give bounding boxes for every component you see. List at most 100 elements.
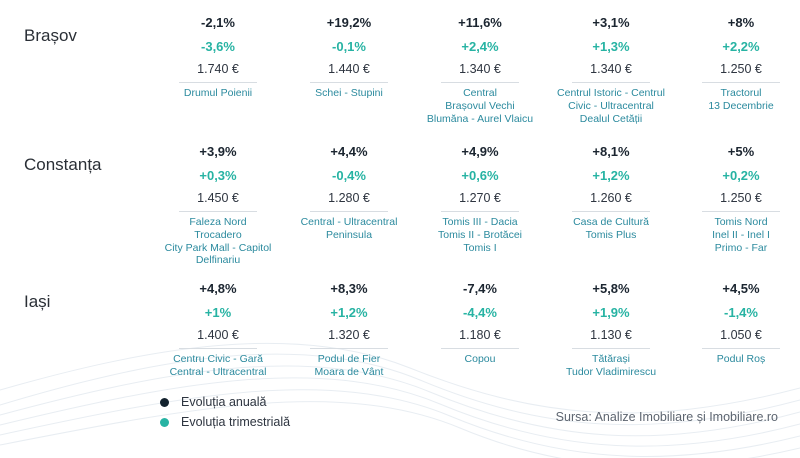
neighborhood-cell: +4,4% -0,4% 1.280 € Central - Ultracentral P… [274,143,424,242]
legend-label-quarterly: Evoluția trimestrială [181,415,291,429]
neighborhood-name: Tudor Vladimirescu [565,365,657,378]
quarterly-change: +1,2% [592,168,630,183]
annual-change: +11,6% [458,15,502,30]
divider [310,348,388,349]
legend-item-annual: Evoluția anuală [160,392,290,412]
neighborhood-name: Tomis I [463,241,497,254]
neighborhood-cell: +3,1% +1,3% 1.340 € Centrul Istoric - Centr… [536,14,686,125]
annual-change: +3,9% [199,144,237,159]
neighborhood-name: 13 Decembrie [708,99,774,112]
annual-change: +5% [727,144,755,159]
price-per-sqm: 1.320 € [328,328,370,342]
neighborhood-name: Centrul Istoric - Centrul [557,87,665,99]
price-per-sqm: 1.250 € [720,62,762,76]
annual-change: +8,3% [330,281,368,296]
legend-dot-annual [160,397,169,407]
price-per-sqm: 1.050 € [720,328,762,342]
annual-change: +19,2% [326,15,372,30]
neighborhood-name: Tomis II - Brotăcei [437,228,523,241]
price-per-sqm: 1.340 € [590,62,632,76]
price-per-sqm: 1.440 € [328,62,370,76]
quarterly-change: +0,3% [199,168,237,183]
neighborhood-name: Drumul Poienii [183,87,253,99]
quarterly-change: +1,9% [592,305,630,320]
price-per-sqm: 1.260 € [590,191,632,205]
divider [179,211,257,212]
price-per-sqm: 1.130 € [590,328,632,342]
neighborhood-name: Schei - Stupini [315,87,383,99]
neighborhood-name: Tomis Plus [585,228,637,241]
quarterly-change: +1,2% [330,305,368,320]
neighborhood-cell: +4,5% -1,4% 1.050 € Podul Roș [666,280,800,366]
annual-change: +4,5% [722,281,760,296]
price-per-sqm: 1.280 € [328,191,370,205]
neighborhood-name: Moara de Vânt [314,365,384,378]
divider [179,348,257,349]
neighborhood-name: Central - Ultracentral [300,216,398,228]
neighborhood-cell: +4,8% +1% 1.400 € Centru Civic - Gară Centra… [143,280,293,379]
divider [441,211,519,212]
quarterly-change: -4,4% [463,305,497,320]
quarterly-change: +0,2% [722,168,760,183]
neighborhood-name: Trocadero [194,228,242,241]
legend-item-quarterly: Evoluția trimestrială [160,412,290,432]
divider [310,211,388,212]
divider [441,348,519,349]
annual-change: -2,1% [201,15,235,30]
neighborhood-cell: +5,8% +1,9% 1.130 € Tătărași Tudor Vladimire… [536,280,686,379]
divider [572,211,650,212]
neighborhood-name: Podul de Fier [317,353,381,365]
neighborhood-name: Brașovul Vechi [445,99,515,112]
neighborhood-cell: -7,4% -4,4% 1.180 € Copou [405,280,555,366]
neighborhood-name: Blumăna - Aurel Vlaicu [426,112,534,125]
neighborhood-name: Tătărași [592,353,630,365]
neighborhood-cell: +8% +2,2% 1.250 € Tractorul 13 Decembrie [666,14,800,113]
annual-change: +4,4% [330,144,368,159]
neighborhood-name: Tomis Nord [714,216,768,228]
neighborhood-name: Primo - Far [714,241,768,254]
neighborhood-cell: +19,2% -0,1% 1.440 € Schei - Stupini [274,14,424,100]
quarterly-change: +2,4% [461,39,499,54]
quarterly-change: -3,6% [201,39,235,54]
price-per-sqm: 1.180 € [459,328,501,342]
neighborhood-name: Dealul Cetății [579,112,643,125]
neighborhood-cell: +5% +0,2% 1.250 € Tomis Nord Inel II - Inel … [666,143,800,254]
price-per-sqm: 1.740 € [197,62,239,76]
neighborhood-name: Civic - Ultracentral [568,99,654,112]
divider [310,82,388,83]
quarterly-change: -0,4% [332,168,366,183]
annual-change: -7,4% [463,281,497,296]
price-per-sqm: 1.250 € [720,191,762,205]
neighborhood-name: Casa de Cultură [573,216,649,228]
annual-change: +8% [727,15,755,30]
quarterly-change: +0,6% [461,168,499,183]
neighborhood-name: Delfinariu [195,254,241,267]
divider [572,348,650,349]
neighborhood-name: Tractorul [720,87,762,99]
neighborhood-cell: -2,1% -3,6% 1.740 € Drumul Poienii [143,14,293,100]
city-name: Constanța [24,155,102,174]
city-name: Brașov [24,26,77,45]
neighborhood-name: Tomis III - Dacia [442,216,518,228]
source-note: Sursa: Analize Imobiliare și Imobiliare.… [555,410,778,424]
neighborhood-cell: +4,9% +0,6% 1.270 € Tomis III - Dacia Tomis … [405,143,555,254]
divider [572,82,650,83]
annual-change: +3,1% [592,15,630,30]
legend: Evoluția anuală Evoluția trimestrială [160,392,290,432]
annual-change: +5,8% [592,281,630,296]
quarterly-change: -1,4% [724,305,758,320]
legend-dot-quarterly [160,417,169,427]
divider [179,82,257,83]
neighborhood-name: Central - Ultracentral [169,365,267,378]
neighborhood-name: Faleza Nord [189,216,247,228]
price-per-sqm: 1.270 € [459,191,501,205]
quarterly-change: -0,1% [332,39,366,54]
neighborhood-name: Copou [464,353,496,365]
price-per-sqm: 1.340 € [459,62,501,76]
quarterly-change: +1,3% [592,39,630,54]
quarterly-change: +2,2% [722,39,760,54]
neighborhood-cell: +11,6% +2,4% 1.340 € Central Brașovul Vechi B… [405,14,555,125]
neighborhood-name: Central [463,87,497,99]
divider [702,82,780,83]
neighborhood-name: Centru Civic - Gară [173,353,263,365]
